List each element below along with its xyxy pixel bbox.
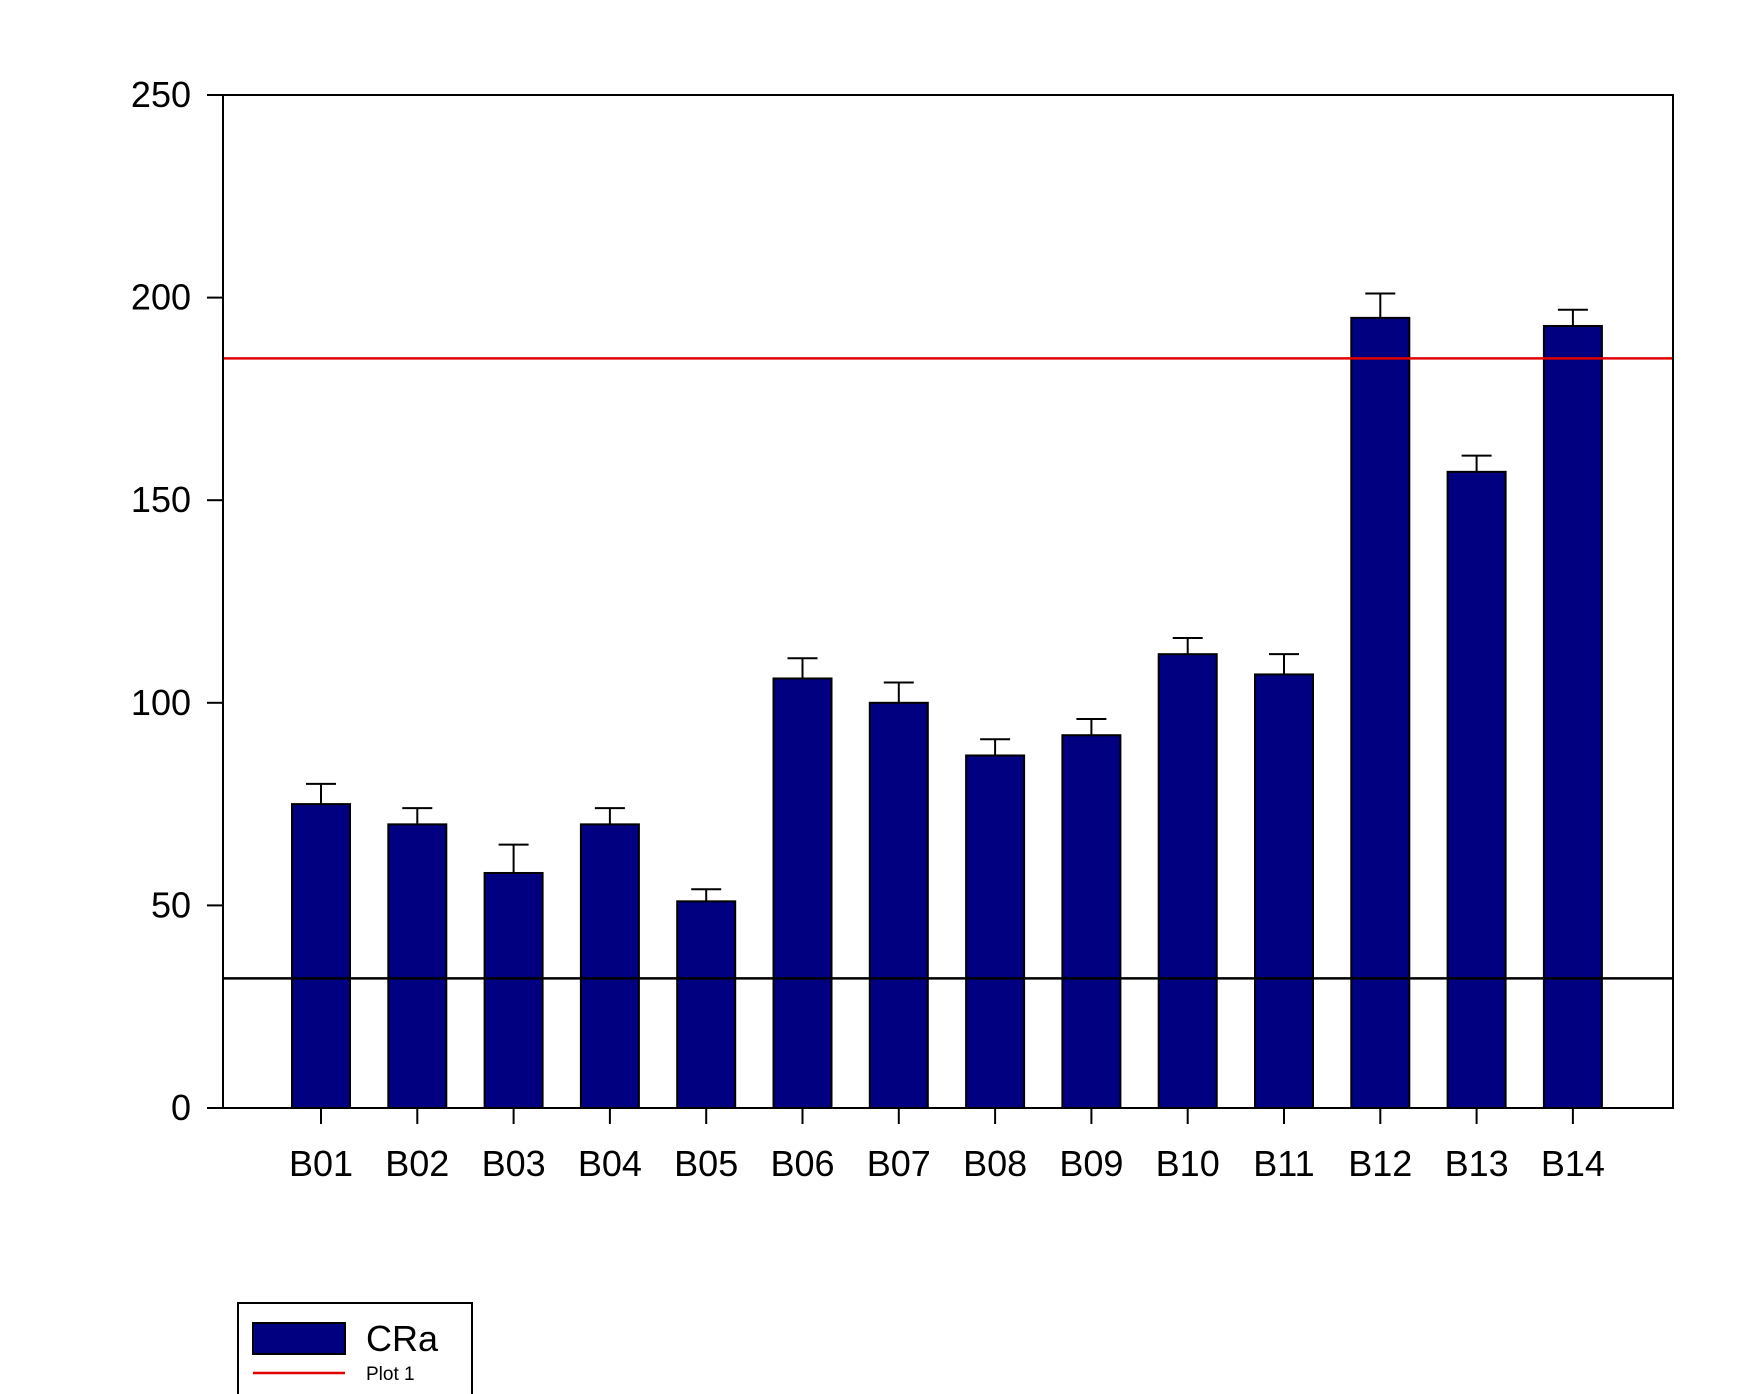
y-tick-label-150: 150 [131, 479, 191, 520]
bar-b01 [291, 803, 351, 1109]
legend-label-cra: CRa [366, 1318, 439, 1359]
x-tick-label-b14: B14 [1541, 1143, 1605, 1184]
y-tick-label-200: 200 [131, 277, 191, 318]
reference-lines-group [223, 357, 1673, 980]
bar-b06 [772, 677, 833, 1109]
legend: CRa Plot 1 [237, 1302, 473, 1394]
x-tick-label-b12: B12 [1348, 1143, 1412, 1184]
x-tick-label-b04: B04 [578, 1143, 642, 1184]
x-tick-label-b10: B10 [1156, 1143, 1220, 1184]
legend-label-plot-1: Plot 1 [366, 1364, 415, 1385]
bar-b11 [1254, 673, 1314, 1109]
bar-b05 [676, 900, 737, 1110]
x-axis: B01 B02 B03 B04 B05 B06 B07 B08 B09 B10 B11 B12 B13 B… [289, 1108, 1605, 1184]
bar-b04 [579, 823, 640, 1109]
x-tick-label-b11: B11 [1253, 1143, 1314, 1184]
bar-b12 [1350, 316, 1411, 1109]
x-tick-label-b03: B03 [482, 1143, 546, 1184]
x-tick-label-b08: B08 [963, 1143, 1027, 1184]
bar-b07 [868, 701, 929, 1109]
y-tick-label-100: 100 [131, 682, 191, 723]
bar-b14 [1542, 324, 1603, 1109]
error-bars-group [306, 292, 1588, 902]
bar-b09 [1061, 734, 1122, 1109]
bar-b08 [965, 754, 1026, 1109]
x-tick-label-b02: B02 [385, 1143, 449, 1184]
plot-frame [222, 94, 1674, 1109]
x-tick-label-b05: B05 [674, 1143, 738, 1184]
x-tick-label-b07: B07 [867, 1143, 931, 1184]
y-axis: 0 50 100 150 200 250 [131, 74, 223, 1128]
bars-group [291, 316, 1603, 1110]
x-tick-label-b06: B06 [770, 1143, 834, 1184]
bar-b13 [1446, 470, 1507, 1109]
y-tick-label-0: 0 [171, 1087, 191, 1128]
y-tick-label-50: 50 [151, 884, 191, 925]
bar-b02 [387, 823, 448, 1109]
x-tick-label-b13: B13 [1445, 1143, 1509, 1184]
bar-b10 [1157, 653, 1218, 1110]
bar-b03 [483, 871, 544, 1110]
x-tick-label-b09: B09 [1059, 1143, 1123, 1184]
x-tick-label-b01: B01 [289, 1143, 353, 1184]
y-tick-label-250: 250 [131, 74, 191, 115]
legend-swatch-cra [252, 1322, 346, 1355]
